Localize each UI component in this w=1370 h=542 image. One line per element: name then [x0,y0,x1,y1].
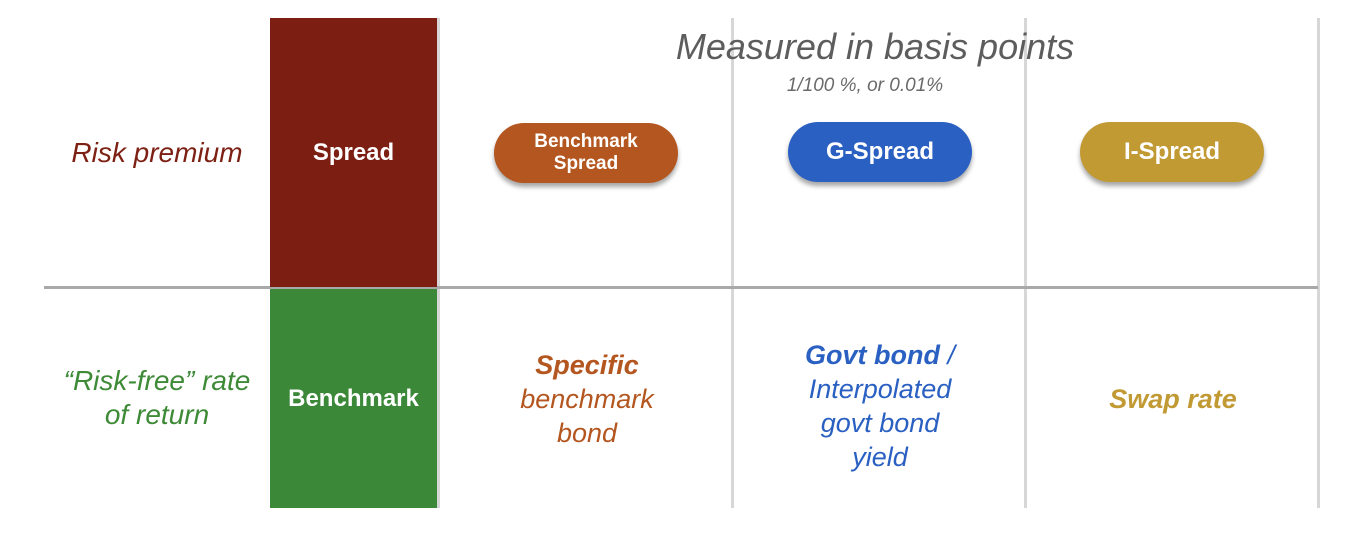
g-spread-label: G-Spread [825,138,935,165]
govt-bond-slash: / [939,340,955,370]
risk-free-label-line1: “Risk-free” rate [63,365,251,396]
govt-bond-line3: govt bond [820,408,940,438]
govt-bond-line4: yield [852,442,908,472]
column-divider-4 [1317,18,1320,508]
benchmark-bond-line2: benchmark [520,384,654,414]
govt-bond-line1: Govt bond / [735,338,1025,372]
spread-label: Spread [312,138,395,166]
g-spread-pill: G-Spread [788,122,972,182]
benchmark-bond-cell: Specific benchmark bond [442,348,732,450]
benchmark-label: Benchmark [288,384,419,412]
benchmark-spread-pill: Benchmark Spread [494,123,678,183]
i-spread-pill: I-Spread [1080,122,1264,182]
benchmark-spread-line2: Spread [553,153,619,174]
benchmark-spread-line1: Benchmark [534,131,638,152]
risk-free-label-line2: of return [104,399,210,430]
column-divider-3 [1024,18,1027,508]
row-divider [44,286,1318,289]
header-subtitle: 1/100 %, or 0.01% [786,75,944,96]
column-divider-2 [731,18,734,508]
spread-box: Spread [270,18,437,287]
risk-free-label: “Risk-free” rate of return [44,364,270,432]
govt-bond-line2: Interpolated [808,374,952,404]
govt-bond-cell: Govt bond / Interpolated govt bond yield [735,338,1025,474]
benchmark-bond-line3: bond [556,418,618,448]
header-title: Measured in basis points [675,26,1075,67]
i-spread-label: I-Spread [1123,138,1221,165]
govt-bond-bold: Govt bond [805,340,940,370]
risk-premium-label: Risk premium [71,137,243,168]
swap-rate-cell: Swap rate [1109,384,1237,414]
benchmark-box: Benchmark [270,289,437,508]
benchmark-bond-bold: Specific [535,350,639,380]
column-divider-1 [437,18,440,508]
